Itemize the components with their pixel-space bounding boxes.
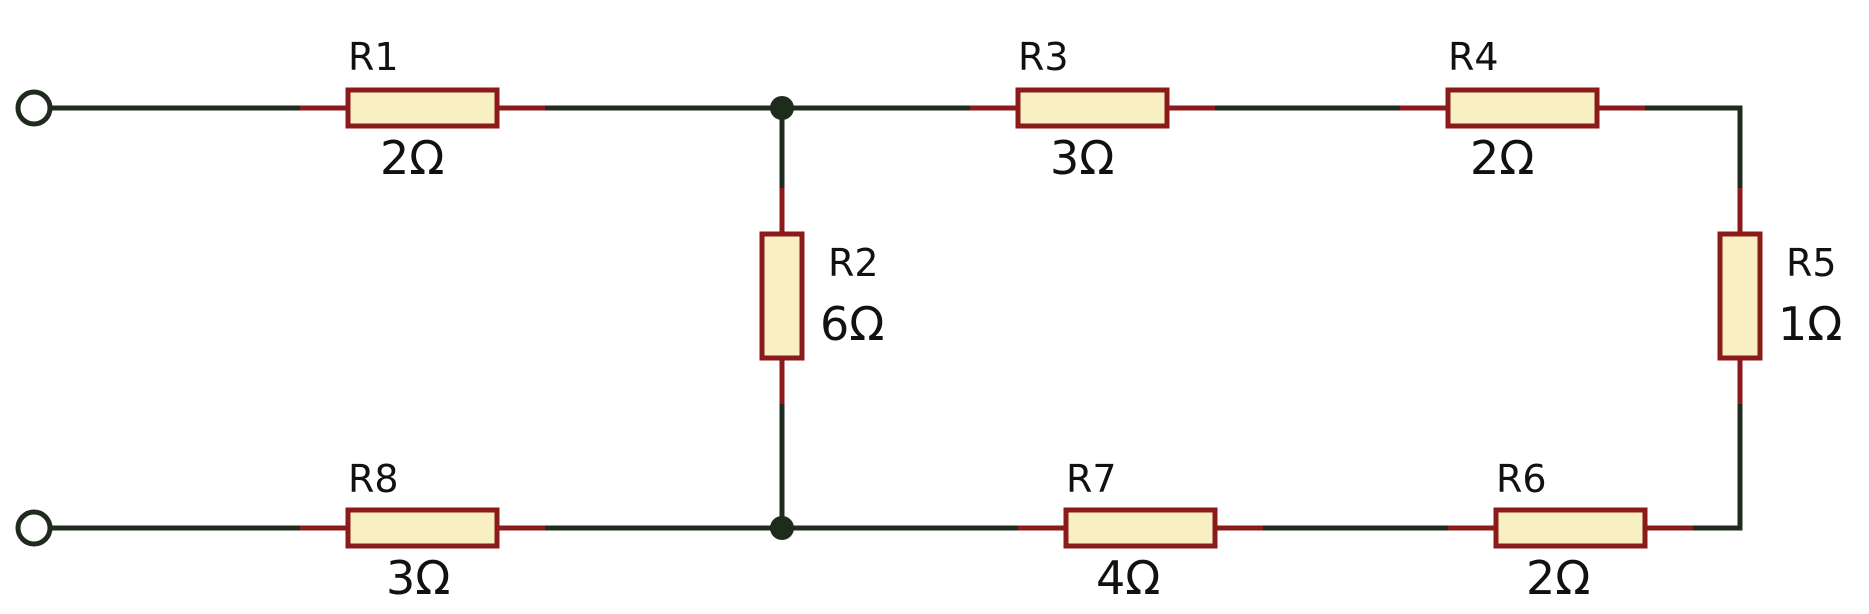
resistor-r3: R3 3Ω [970,35,1215,185]
resistor-value: 1Ω [1778,297,1842,351]
resistor-label: R7 [1066,457,1117,501]
resistor-body-r4 [1445,87,1600,129]
resistor-label: R2 [828,241,879,285]
resistor-r6: R6 2Ω [1448,457,1693,605]
resistor-value: 4Ω [1096,551,1160,605]
resistor-body-r5 [1717,231,1763,361]
resistor-label: R6 [1496,457,1547,501]
resistor-label: R1 [348,35,399,79]
resistor-value: 2Ω [1526,551,1590,605]
resistor-body-r1 [345,87,500,129]
junction-top [770,96,794,120]
resistor-r5: R5 1Ω [1717,188,1842,404]
terminal-top [15,89,53,127]
resistor-body-r7 [1063,507,1218,549]
resistor-value: 2Ω [1470,131,1534,185]
resistor-r2: R2 6Ω [759,188,884,404]
resistor-body-r3 [1015,87,1170,129]
resistor-label: R4 [1448,35,1499,79]
resistor-body-r6 [1493,507,1648,549]
junction-bottom [770,516,794,540]
resistor-label: R5 [1786,241,1837,285]
wires [47,105,1743,531]
resistor-value: 6Ω [820,297,884,351]
resistor-body-r8 [345,507,500,549]
terminal-bottom [15,509,53,547]
resistor-label: R8 [348,457,399,501]
resistor-r1: R1 2Ω [300,35,545,185]
resistor-value: 2Ω [380,131,444,185]
resistor-r7: R7 4Ω [1018,457,1263,605]
resistor-r4: R4 2Ω [1400,35,1645,185]
resistor-label: R3 [1018,35,1069,79]
resistor-value: 3Ω [1050,131,1114,185]
resistor-body-r2 [759,231,805,361]
resistor-value: 3Ω [386,551,450,605]
resistor-r8: R8 3Ω [300,457,545,605]
